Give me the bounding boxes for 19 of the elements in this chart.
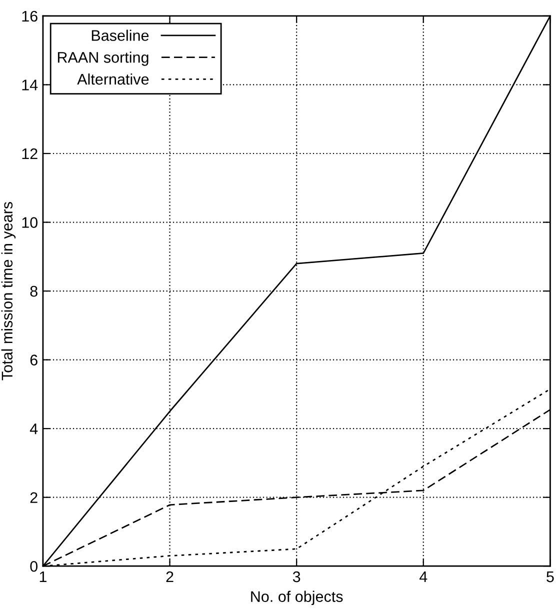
legend-label: Baseline bbox=[92, 30, 149, 41]
y-tick-label: 12 bbox=[22, 148, 38, 160]
y-tick-label: 4 bbox=[30, 424, 38, 434]
y-axis-title: Total mission time in years bbox=[1, 202, 16, 380]
x-axis-title: No. of objects bbox=[251, 590, 343, 606]
x-tick-label: 3 bbox=[292, 571, 300, 582]
y-tick-label: 8 bbox=[30, 286, 38, 297]
legend-label: Alternative bbox=[77, 73, 149, 85]
x-tick-label: 4 bbox=[419, 572, 428, 582]
y-tick-label: 10 bbox=[22, 217, 38, 228]
y-tick-label: 16 bbox=[22, 10, 38, 22]
x-tick-label: 2 bbox=[166, 571, 174, 582]
y-tick-label: 0 bbox=[30, 560, 38, 572]
legend-label: RAAN sorting bbox=[58, 52, 148, 66]
y-tick-label: 6 bbox=[30, 354, 38, 366]
x-tick-label: 1 bbox=[40, 572, 46, 582]
y-tick-label: 2 bbox=[30, 492, 38, 503]
x-tick-label: 5 bbox=[546, 572, 554, 582]
y-tick-label: 14 bbox=[22, 80, 38, 90]
